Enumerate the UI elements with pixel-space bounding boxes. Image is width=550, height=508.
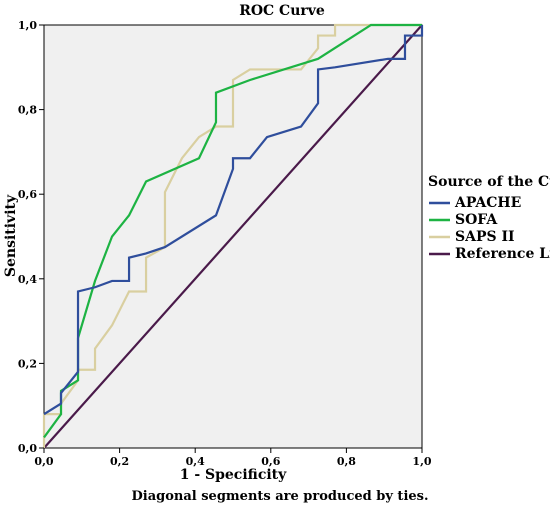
legend-label: Reference Line (455, 246, 550, 262)
x-tick-label: 0,4 (186, 455, 205, 468)
y-axis-label: Sensitivity (3, 194, 19, 277)
y-tick-label: 0,8 (18, 104, 37, 117)
legend-label: SAPS II (455, 229, 515, 245)
x-axis-label: 1 - Specificity (180, 467, 287, 483)
y-tick-label: 0,0 (18, 442, 37, 455)
series-line-sofa (43, 23, 422, 439)
x-tick-label: 0,2 (110, 455, 129, 468)
y-tick-label: 0,4 (18, 273, 37, 286)
y-tick-label: 1,0 (18, 19, 37, 32)
legend-label: SOFA (455, 212, 498, 228)
x-tick-label: 0,6 (261, 455, 280, 468)
x-tick-label: 0,8 (337, 455, 356, 468)
x-tick-label: 0,0 (34, 455, 53, 468)
series-layer (42, 23, 424, 449)
footnote: Diagonal segments are produced by ties. (132, 489, 429, 504)
legend-label: APACHE (454, 195, 521, 211)
chart-title: ROC Curve (239, 3, 325, 19)
y-tick-label: 0,2 (18, 357, 37, 370)
series-line-reference-line (43, 24, 423, 449)
y-tick-label: 0,6 (18, 188, 37, 201)
x-tick-label: 1,0 (412, 455, 431, 468)
series-line-apache (43, 25, 424, 416)
tick-layer: 0,0 0,2 0,4 0,6 0,8 1,0 0,0 0,2 0,4 0,6 0,8 1,0 (18, 19, 432, 468)
legend-title: Source of the Curve (428, 174, 550, 190)
